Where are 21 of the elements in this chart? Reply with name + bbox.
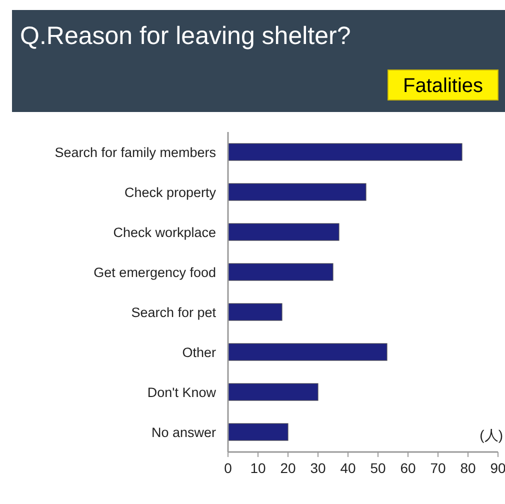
x-tick-label: 10 (250, 460, 266, 476)
y-tick-label: Search for pet (131, 305, 216, 320)
x-axis-title: (人) (480, 427, 503, 443)
y-tick-label: No answer (151, 425, 216, 440)
y-tick-label: Check property (124, 185, 216, 200)
x-tick-label: 50 (370, 460, 386, 476)
y-tick-label: Check workplace (113, 225, 216, 240)
x-tick-label: 80 (460, 460, 476, 476)
x-tick-label: 70 (430, 460, 446, 476)
y-tick-label: Don't Know (147, 385, 216, 400)
y-tick-label: Get emergency food (94, 265, 216, 280)
x-tick-label: 90 (490, 460, 505, 476)
x-tick-label: 0 (224, 460, 232, 476)
x-tick-label: 40 (340, 460, 356, 476)
x-tick-label: 20 (280, 460, 296, 476)
x-tick-label: 30 (310, 460, 326, 476)
y-tick-label: Other (182, 345, 216, 360)
chart-subtitle: Fatalities (402, 75, 484, 97)
x-tick-label: 60 (400, 460, 416, 476)
chart-title: Q.Reason for leaving shelter? (20, 22, 351, 50)
y-tick-label: Search for family members (54, 145, 216, 160)
